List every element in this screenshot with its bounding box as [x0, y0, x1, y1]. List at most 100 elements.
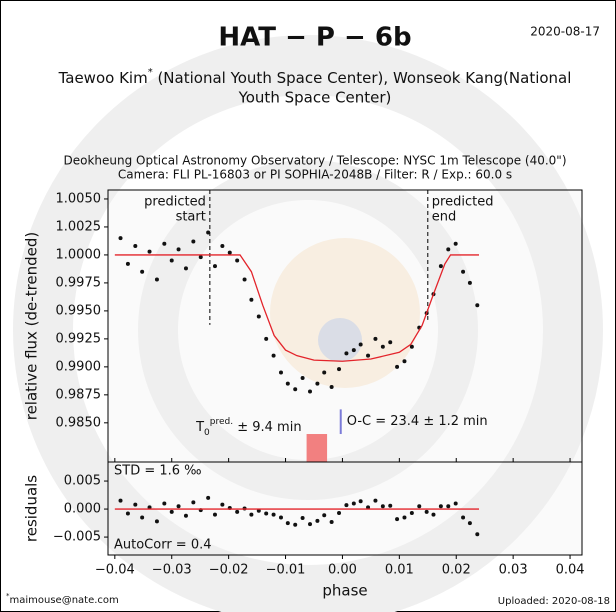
x-axis-label: phase: [322, 582, 367, 600]
data-point: [388, 503, 393, 508]
data-point: [140, 269, 145, 274]
data-point: [256, 508, 261, 513]
data-point: [133, 243, 138, 248]
watermark: [13, 35, 603, 612]
planet-illustration: [318, 318, 362, 362]
data-point: [147, 505, 152, 510]
data-point: [285, 521, 290, 526]
y-tick-label: 0.000: [64, 502, 101, 517]
data-point: [191, 239, 196, 244]
data-point: [373, 498, 378, 503]
data-point: [242, 277, 247, 282]
data-point: [308, 389, 313, 394]
data-point: [446, 247, 451, 252]
y-tick-label: 0.9875: [56, 387, 102, 402]
data-point: [380, 344, 385, 349]
data-point: [358, 499, 363, 504]
data-point: [206, 230, 211, 235]
data-point: [315, 518, 320, 523]
data-point: [300, 376, 305, 381]
plot-frame: [107, 461, 583, 556]
contact-email: maimouse@nate.com: [10, 595, 119, 606]
data-point: [118, 236, 123, 241]
data-point: [249, 512, 254, 517]
y-tick-label: 1.0025: [56, 219, 102, 234]
oc-label: O-C = 23.4 ± 1.2 min: [347, 414, 488, 429]
author-mark: *: [148, 67, 153, 78]
data-point: [162, 501, 167, 506]
data-point: [358, 342, 363, 347]
data-point: [147, 249, 152, 254]
data-point: [417, 504, 422, 509]
data-point: [380, 504, 385, 509]
data-point: [467, 521, 472, 526]
x-tick-label: −0.04: [95, 563, 135, 578]
data-point: [337, 510, 342, 515]
data-point: [388, 340, 393, 345]
data-point: [315, 381, 320, 386]
data-point: [373, 336, 378, 341]
authors-line1: Taewoo Kim* (National Youth Space Center…: [58, 67, 572, 87]
predicted-label: end: [432, 210, 457, 225]
data-point: [409, 510, 414, 515]
contact: *maimouse@nate.com: [6, 592, 119, 606]
t0-sub: 0: [204, 428, 210, 438]
data-point: [220, 502, 225, 507]
data-point: [446, 504, 451, 509]
data-point: [467, 280, 472, 285]
data-point: [154, 519, 159, 524]
stat-note: AutoCorr = 0.4: [114, 538, 212, 553]
data-point: [402, 359, 407, 364]
data-point: [176, 504, 181, 509]
data-point: [271, 353, 276, 358]
data-point: [235, 258, 240, 263]
data-point: [395, 364, 400, 369]
y-tick-label: 0.9900: [56, 359, 102, 374]
y-axis-label: residuals: [23, 475, 41, 542]
data-point: [293, 387, 298, 392]
y-tick-label: 0.9850: [56, 415, 102, 430]
t0-sup: pred.: [210, 417, 233, 427]
data-point: [308, 522, 313, 527]
data-point: [227, 250, 232, 255]
data-point: [402, 515, 407, 520]
data-point: [140, 515, 145, 520]
data-point: [191, 500, 196, 505]
data-point: [256, 314, 261, 319]
data-point: [278, 370, 283, 375]
y-tick-label: 0.9925: [56, 331, 102, 346]
t0-base: T: [195, 420, 204, 435]
camera: Camera: FLI PL-16803 or PI SOPHIA-2048B …: [118, 168, 512, 182]
data-point: [285, 381, 290, 386]
data-point: [220, 243, 225, 248]
data-point: [475, 532, 480, 537]
data-point: [278, 515, 283, 520]
uploaded: Uploaded: 2020-08-18: [498, 596, 610, 607]
data-point: [322, 370, 327, 375]
y-tick-label: 0.9975: [56, 275, 102, 290]
data-point: [212, 264, 217, 269]
date: 2020-08-17: [530, 25, 600, 39]
data-point: [453, 241, 458, 246]
x-tick-label: 0.00: [328, 563, 357, 578]
observatory: Deokheung Optical Astronomy Observatory …: [63, 154, 566, 168]
data-point: [154, 277, 159, 282]
data-point: [293, 522, 298, 527]
data-point: [461, 269, 466, 274]
t0-range: [306, 434, 328, 462]
data-point: [212, 512, 217, 517]
data-point: [183, 513, 188, 518]
model-line: [114, 254, 480, 362]
data-point: [183, 266, 188, 271]
data-point: [133, 502, 138, 507]
data-point: [453, 501, 458, 506]
title: HAT − P − 6b: [218, 23, 411, 53]
y-axis-label: relative flux (de-trended): [23, 232, 41, 421]
data-point: [176, 247, 181, 252]
x-tick-label: 0.03: [499, 563, 528, 578]
data-point: [461, 515, 466, 520]
y-tick-label: 0.005: [64, 474, 101, 489]
data-point: [329, 385, 334, 390]
x-tick-label: 0.01: [385, 563, 414, 578]
data-point: [264, 511, 269, 516]
